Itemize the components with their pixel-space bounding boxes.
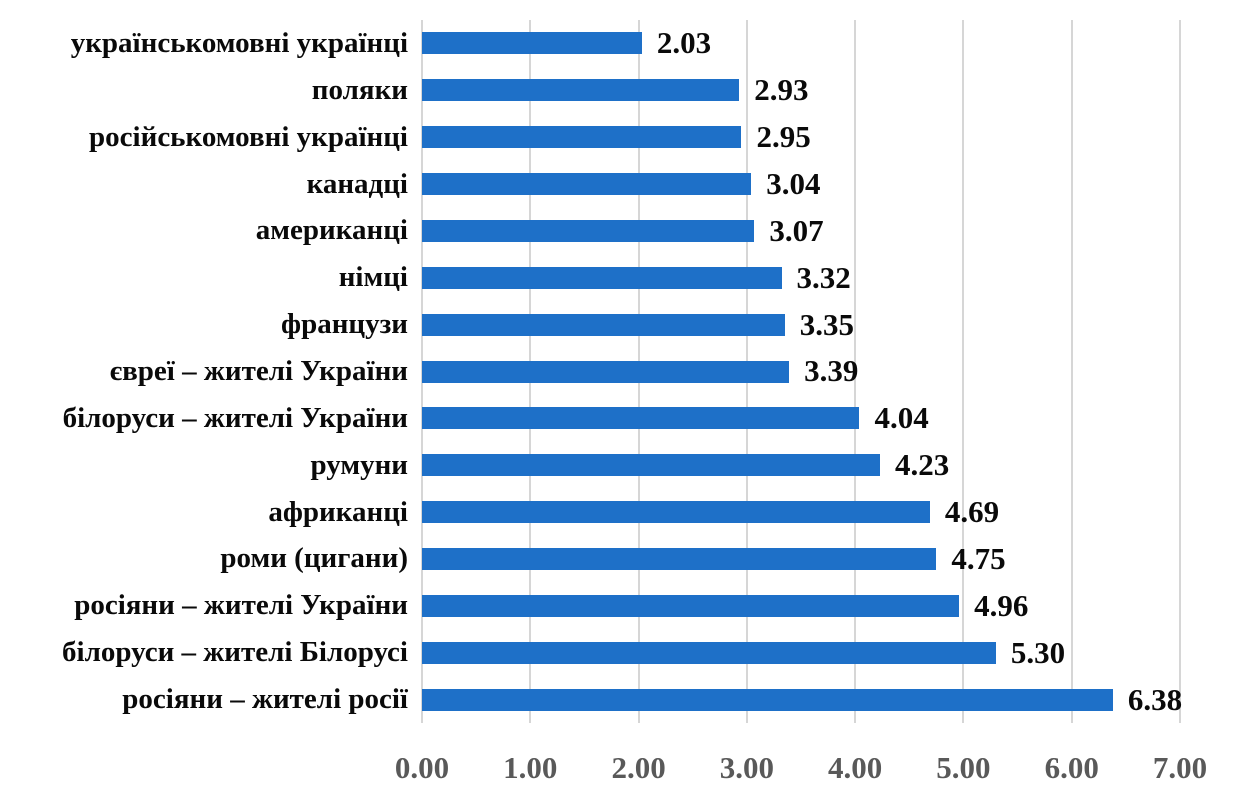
bar — [422, 313, 785, 336]
x-tick-label: 7.00 — [1152, 750, 1208, 785]
value-label: 5.30 — [1010, 634, 1066, 670]
value-label: 3.39 — [804, 353, 859, 389]
category-label: поляки — [311, 73, 408, 106]
value-label: 4.75 — [951, 540, 1006, 576]
value-label: 2.03 — [656, 25, 712, 61]
bar — [422, 547, 937, 570]
gridline — [962, 20, 965, 723]
value-label: 4.69 — [944, 494, 1000, 530]
bar — [422, 173, 752, 196]
bar — [422, 79, 740, 102]
category-label: румуни — [310, 448, 408, 481]
category-label: американці — [255, 214, 408, 247]
value-label: 4.23 — [895, 447, 950, 483]
bar — [422, 641, 996, 664]
bar — [422, 360, 790, 383]
x-tick-label: 1.00 — [503, 750, 558, 785]
category-label: роми (цигани) — [220, 542, 408, 575]
value-label: 4.96 — [974, 587, 1029, 623]
bar — [422, 266, 782, 289]
category-label: євреї – жителі України — [109, 354, 408, 387]
value-label: 6.38 — [1127, 681, 1183, 717]
bar — [422, 407, 860, 430]
category-label: білоруси – жителі Білорусі — [62, 636, 408, 669]
value-label: 3.04 — [766, 166, 821, 202]
value-label: 2.93 — [754, 72, 809, 108]
value-label: 3.35 — [799, 306, 854, 342]
gridline — [1179, 20, 1181, 723]
bar — [422, 219, 755, 242]
bar — [422, 688, 1113, 711]
value-label: 3.32 — [796, 259, 851, 295]
x-tick-label: 2.00 — [611, 750, 666, 785]
gridline — [854, 20, 857, 723]
x-tick-label: 3.00 — [719, 750, 774, 785]
category-label: російськомовні українці — [89, 120, 408, 153]
category-label: німці — [338, 261, 408, 294]
category-label: французи — [281, 308, 408, 341]
bar — [422, 594, 960, 617]
category-label: українськомовні українці — [70, 26, 408, 59]
category-label: росіяни – жителі України — [74, 589, 408, 622]
bar — [422, 454, 881, 477]
value-label: 2.95 — [756, 119, 811, 155]
gridline — [1070, 20, 1073, 723]
category-label: канадці — [306, 167, 408, 200]
category-label: африканці — [268, 495, 408, 528]
bar — [422, 32, 642, 55]
bar — [422, 501, 930, 524]
x-tick-label: 4.00 — [828, 750, 883, 785]
category-label: росіяни – жителі росії — [122, 683, 408, 716]
value-label: 3.07 — [769, 212, 824, 248]
x-tick-label: 5.00 — [936, 750, 991, 785]
value-label: 4.04 — [874, 400, 929, 436]
x-tick-label: 6.00 — [1044, 750, 1099, 785]
category-label: білоруси – жителі України — [62, 401, 408, 434]
x-tick-label: 0.00 — [394, 750, 450, 785]
bar — [422, 126, 742, 149]
